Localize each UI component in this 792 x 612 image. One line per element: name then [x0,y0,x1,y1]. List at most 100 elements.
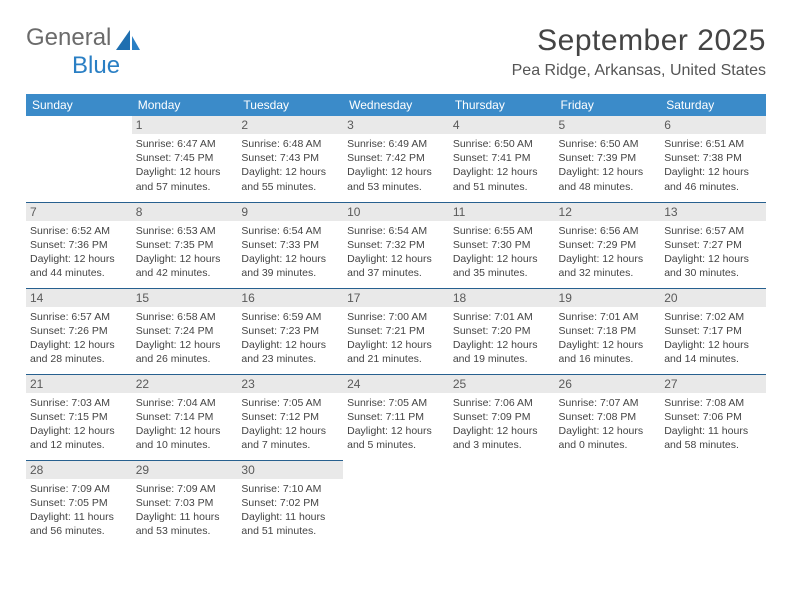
sunrise-text: Sunrise: 6:50 AM [453,137,551,151]
calendar-week: 28Sunrise: 7:09 AMSunset: 7:05 PMDayligh… [26,460,766,546]
day-info: Sunrise: 6:54 AMSunset: 7:32 PMDaylight:… [347,224,445,281]
daylight-text: Daylight: 12 hours and 0 minutes. [559,424,657,452]
day-info: Sunrise: 6:51 AMSunset: 7:38 PMDaylight:… [664,137,762,194]
calendar-day: 20Sunrise: 7:02 AMSunset: 7:17 PMDayligh… [660,288,766,374]
day-header: Monday [132,94,238,116]
daylight-text: Daylight: 12 hours and 28 minutes. [30,338,128,366]
sunrise-text: Sunrise: 6:57 AM [30,310,128,324]
calendar-table: SundayMondayTuesdayWednesdayThursdayFrid… [26,94,766,546]
calendar-day: 12Sunrise: 6:56 AMSunset: 7:29 PMDayligh… [555,202,661,288]
sunrise-text: Sunrise: 7:05 AM [241,396,339,410]
calendar-day: 28 Sunrise: 7:09 AMSunset: 7:05 PMDayligh… [26,460,132,546]
sunrise-text: Sunrise: 7:04 AM [136,396,234,410]
sunset-text: Sunset: 7:05 PM [30,496,128,510]
day-number: 4 [449,116,555,134]
day-number: 27 [660,375,766,393]
sunset-text: Sunset: 7:14 PM [136,410,234,424]
day-info: Sunrise: 6:59 AMSunset: 7:23 PMDaylight:… [241,310,339,367]
day-info: Sunrise: 6:49 AMSunset: 7:42 PMDaylight:… [347,137,445,194]
calendar-day: 1Sunrise: 6:47 AMSunset: 7:45 PMDaylight… [132,116,238,202]
sunset-text: Sunset: 7:12 PM [241,410,339,424]
sunrise-text: Sunrise: 6:54 AM [347,224,445,238]
brand-logo: General Blue [26,24,86,80]
sunrise-text: Sunrise: 6:53 AM [136,224,234,238]
daylight-text: Daylight: 12 hours and 55 minutes. [241,165,339,193]
sunset-text: Sunset: 7:43 PM [241,151,339,165]
sunset-text: Sunset: 7:33 PM [241,238,339,252]
calendar-day [343,460,449,546]
daylight-text: Daylight: 11 hours and 56 minutes. [30,510,128,538]
day-info: Sunrise: 7:05 AMSunset: 7:11 PMDaylight:… [347,396,445,453]
day-info: Sunrise: 7:04 AMSunset: 7:14 PMDaylight:… [136,396,234,453]
calendar-day: 21Sunrise: 7:03 AMSunset: 7:15 PMDayligh… [26,374,132,460]
daylight-text: Daylight: 11 hours and 51 minutes. [241,510,339,538]
sunset-text: Sunset: 7:38 PM [664,151,762,165]
day-info: Sunrise: 6:55 AMSunset: 7:30 PMDaylight:… [453,224,551,281]
calendar-day: 24Sunrise: 7:05 AMSunset: 7:11 PMDayligh… [343,374,449,460]
day-info: Sunrise: 7:01 AMSunset: 7:20 PMDaylight:… [453,310,551,367]
calendar-day: 27 Sunrise: 7:08 AMSunset: 7:06 PMDayligh… [660,374,766,460]
sunset-text: Sunset: 7:45 PM [136,151,234,165]
day-info: Sunrise: 7:05 AMSunset: 7:12 PMDaylight:… [241,396,339,453]
day-info: Sunrise: 6:47 AMSunset: 7:45 PMDaylight:… [136,137,234,194]
day-number: 30 [237,461,343,479]
day-info: Sunrise: 6:52 AMSunset: 7:36 PMDaylight:… [30,224,128,281]
sunset-text: Sunset: 7:06 PM [664,410,762,424]
day-info: Sunrise: 7:09 AMSunset: 7:03 PMDaylight:… [136,482,234,539]
calendar-day: 15Sunrise: 6:58 AMSunset: 7:24 PMDayligh… [132,288,238,374]
daylight-text: Daylight: 12 hours and 46 minutes. [664,165,762,193]
sunrise-text: Sunrise: 7:08 AM [664,396,762,410]
calendar-day: 9Sunrise: 6:54 AMSunset: 7:33 PMDaylight… [237,202,343,288]
calendar-day: 23 Sunrise: 7:05 AMSunset: 7:12 PMDayligh… [237,374,343,460]
day-header: Tuesday [237,94,343,116]
calendar-day: 11 Sunrise: 6:55 AMSunset: 7:30 PMDayligh… [449,202,555,288]
day-number: 6 [660,116,766,134]
sunrise-text: Sunrise: 7:00 AM [347,310,445,324]
sunrise-text: Sunrise: 7:05 AM [347,396,445,410]
calendar-day: 26Sunrise: 7:07 AMSunset: 7:08 PMDayligh… [555,374,661,460]
day-number: 5 [555,116,661,134]
calendar-day: 7Sunrise: 6:52 AMSunset: 7:36 PMDaylight… [26,202,132,288]
day-number: 28 [26,461,132,479]
sunrise-text: Sunrise: 7:07 AM [559,396,657,410]
day-number: 3 [343,116,449,134]
brand-part2: Blue [72,52,120,79]
daylight-text: Daylight: 11 hours and 58 minutes. [664,424,762,452]
sunset-text: Sunset: 7:35 PM [136,238,234,252]
sunset-text: Sunset: 7:39 PM [559,151,657,165]
daylight-text: Daylight: 12 hours and 57 minutes. [136,165,234,193]
calendar-day: 30Sunrise: 7:10 AMSunset: 7:02 PMDayligh… [237,460,343,546]
daylight-text: Daylight: 12 hours and 12 minutes. [30,424,128,452]
sunset-text: Sunset: 7:15 PM [30,410,128,424]
day-number: 23 [237,375,343,393]
daylight-text: Daylight: 11 hours and 53 minutes. [136,510,234,538]
calendar-day: 4Sunrise: 6:50 AMSunset: 7:41 PMDaylight… [449,116,555,202]
sunrise-text: Sunrise: 7:06 AM [453,396,551,410]
sunrise-text: Sunrise: 7:01 AM [453,310,551,324]
sunrise-text: Sunrise: 6:47 AM [136,137,234,151]
calendar-day: 10Sunrise: 6:54 AMSunset: 7:32 PMDayligh… [343,202,449,288]
calendar-week: 21Sunrise: 7:03 AMSunset: 7:15 PMDayligh… [26,374,766,460]
day-number: 11 [449,203,555,221]
day-number: 16 [237,289,343,307]
calendar-day [449,460,555,546]
day-number: 29 [132,461,238,479]
day-info: Sunrise: 7:02 AMSunset: 7:17 PMDaylight:… [664,310,762,367]
day-info: Sunrise: 6:57 AMSunset: 7:26 PMDaylight:… [30,310,128,367]
daylight-text: Daylight: 12 hours and 32 minutes. [559,252,657,280]
sunrise-text: Sunrise: 7:09 AM [30,482,128,496]
daylight-text: Daylight: 12 hours and 23 minutes. [241,338,339,366]
daylight-text: Daylight: 12 hours and 42 minutes. [136,252,234,280]
day-number: 2 [237,116,343,134]
sunset-text: Sunset: 7:27 PM [664,238,762,252]
day-number: 19 [555,289,661,307]
day-info: Sunrise: 7:00 AMSunset: 7:21 PMDaylight:… [347,310,445,367]
daylight-text: Daylight: 12 hours and 14 minutes. [664,338,762,366]
day-info: Sunrise: 6:48 AMSunset: 7:43 PMDaylight:… [241,137,339,194]
sunset-text: Sunset: 7:18 PM [559,324,657,338]
sunrise-text: Sunrise: 6:59 AM [241,310,339,324]
sunset-text: Sunset: 7:09 PM [453,410,551,424]
day-info: Sunrise: 7:01 AMSunset: 7:18 PMDaylight:… [559,310,657,367]
day-header: Friday [555,94,661,116]
sunset-text: Sunset: 7:08 PM [559,410,657,424]
